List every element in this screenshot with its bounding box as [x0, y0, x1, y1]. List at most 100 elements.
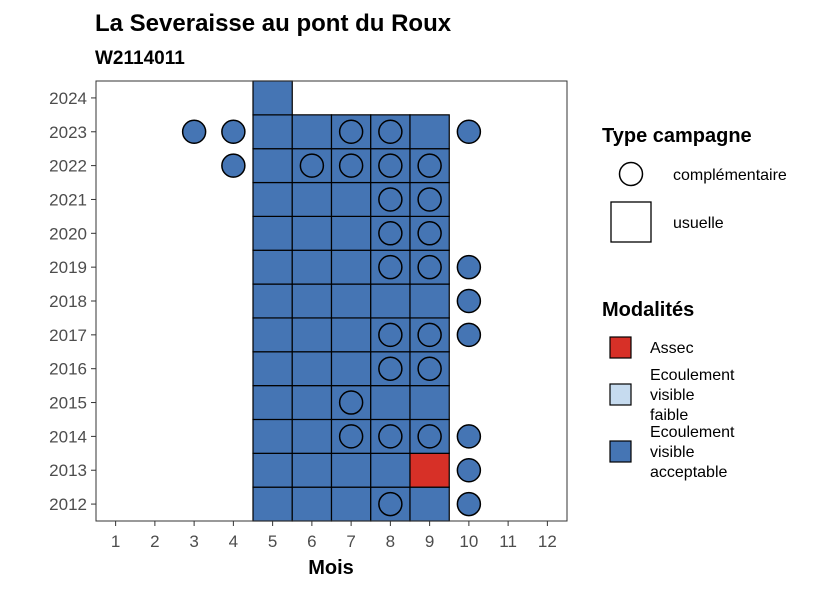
- complementaire-point: [338, 153, 364, 178]
- y-tick-label: 2023: [49, 123, 87, 142]
- y-tick-label: 2019: [49, 258, 87, 277]
- y-tick-label: 2014: [49, 427, 87, 446]
- legend-fill-label: visible: [650, 387, 695, 404]
- x-tick-label: 11: [499, 532, 517, 551]
- complementaire-point: [456, 424, 482, 449]
- complementaire-point: [338, 119, 364, 145]
- y-tick-label: 2024: [49, 89, 87, 108]
- complementaire-point: [417, 356, 442, 381]
- legend-fill-title: Modalités: [602, 299, 694, 321]
- chart-subtitle: W2114011: [95, 48, 185, 69]
- legend-fill-label: acceptable: [650, 464, 727, 481]
- x-tick-label: 10: [459, 532, 478, 551]
- usuelle-cell: [330, 351, 372, 387]
- usuelle-cell: [291, 181, 333, 217]
- y-tick-label: 2022: [49, 157, 87, 176]
- legend-fill-label: Assec: [650, 340, 694, 357]
- complementaire-point: [417, 153, 442, 178]
- legend-swatch-faible: [609, 383, 632, 406]
- complementaire-point: [299, 153, 325, 178]
- usuelle-cell: [291, 385, 333, 421]
- y-tick-label: 2015: [49, 394, 87, 413]
- usuelle-cell: [409, 114, 450, 150]
- y-axis: 2012 2013 2014 2015 2016 2017 2018 2019 2020 2021…: [49, 89, 96, 514]
- complementaire-point: [456, 457, 482, 483]
- usuelle-cell: [370, 452, 411, 488]
- legend-shape-label: complémentaire: [673, 167, 787, 184]
- usuelle-cell: [291, 114, 333, 150]
- legend-fill-label: visible: [650, 444, 695, 461]
- complementaire-point: [456, 119, 482, 145]
- usuelle-cell: [330, 249, 372, 285]
- usuelle-cell: [330, 486, 372, 522]
- x-axis-label: Mois: [308, 557, 354, 579]
- usuelle-cell: [252, 486, 293, 522]
- x-axis: 1 2 3 4 5 6 7 8 9 10 11 12: [111, 521, 557, 551]
- usuelle-cell: [252, 148, 293, 184]
- y-tick-label: 2020: [49, 224, 87, 243]
- complementaire-point: [378, 356, 403, 381]
- complementaire-point: [378, 153, 403, 178]
- complementaire-point: [378, 254, 403, 280]
- usuelle-cell: [252, 351, 293, 387]
- usuelle-cell: [252, 181, 293, 217]
- usuelle-cell: [409, 452, 450, 488]
- complementaire-point: [417, 254, 442, 280]
- complementaire-circles: [181, 119, 482, 517]
- complementaire-point: [378, 119, 403, 145]
- legend-swatch-assec: [609, 336, 632, 359]
- usuelle-cell: [370, 283, 411, 319]
- y-tick-label: 2017: [49, 326, 87, 345]
- usuelle-cell: [291, 452, 333, 488]
- legend-shape-title: Type campagne: [602, 125, 752, 147]
- legend-shape-label: usuelle: [673, 215, 724, 232]
- complementaire-point: [456, 491, 482, 517]
- usuelle-cell: [409, 385, 450, 421]
- usuelle-cell: [330, 452, 372, 488]
- legend-fill-label: Ecoulement: [650, 367, 735, 384]
- usuelle-cell: [409, 486, 450, 522]
- usuelle-cell: [252, 215, 293, 251]
- complementaire-point: [456, 322, 482, 348]
- usuelle-cell: [252, 80, 293, 116]
- x-tick-label: 4: [229, 532, 238, 551]
- legend-square-key: [610, 201, 652, 243]
- legend-fill-label: Ecoulement: [650, 424, 735, 441]
- complementaire-point: [378, 187, 403, 212]
- x-tick-label: 8: [386, 532, 395, 551]
- x-tick-label: 6: [307, 532, 316, 551]
- y-tick-label: 2012: [49, 495, 87, 514]
- complementaire-point: [181, 119, 207, 145]
- usuelle-cell: [330, 317, 372, 353]
- usuelle-cell: [252, 317, 293, 353]
- x-tick-label: 3: [189, 532, 198, 551]
- x-tick-label: 7: [346, 532, 355, 551]
- legend-circle-key: [618, 161, 644, 187]
- complementaire-point: [456, 254, 482, 280]
- usuelle-cell: [252, 452, 293, 488]
- complementaire-point: [338, 390, 364, 415]
- complementaire-point: [378, 221, 403, 246]
- complementaire-point: [221, 153, 246, 178]
- complementaire-point: [417, 221, 442, 246]
- chart-title: La Severaisse au pont du Roux: [95, 10, 452, 37]
- x-tick-label: 1: [111, 532, 120, 551]
- usuelle-cell: [291, 418, 333, 454]
- x-tick-label: 5: [268, 532, 277, 551]
- usuelle-cell: [291, 486, 333, 522]
- complementaire-point: [378, 322, 403, 348]
- x-tick-label: 12: [538, 532, 557, 551]
- y-tick-label: 2021: [49, 190, 87, 209]
- x-tick-label: 2: [150, 532, 159, 551]
- usuelle-cell: [409, 283, 450, 319]
- usuelle-cell: [252, 418, 293, 454]
- legend-swatch-acceptable: [609, 440, 632, 463]
- usuelle-cell: [252, 114, 293, 150]
- complementaire-point: [378, 424, 403, 449]
- complementaire-point: [221, 119, 246, 145]
- y-tick-label: 2016: [49, 360, 87, 379]
- usuelle-cell: [291, 317, 333, 353]
- usuelle-cell: [252, 385, 293, 421]
- complementaire-point: [378, 491, 403, 517]
